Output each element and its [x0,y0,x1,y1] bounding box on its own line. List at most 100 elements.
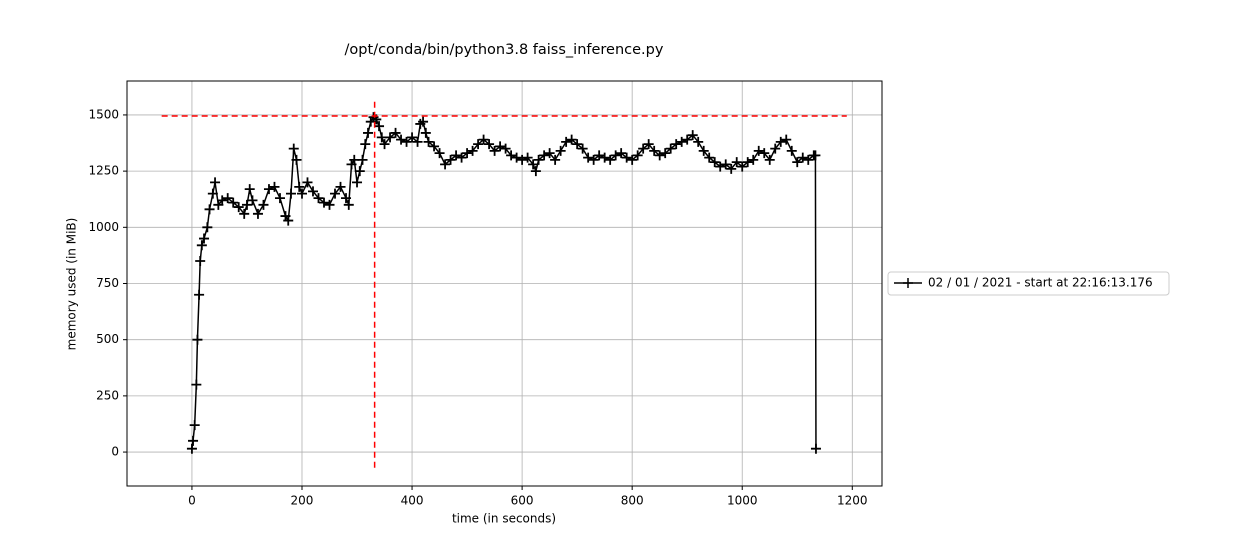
data-marker [726,163,737,174]
x-tick-label: 1200 [837,494,868,508]
data-marker [627,154,638,165]
data-marker [283,215,294,226]
data-marker [407,132,418,143]
y-tick-label: 1250 [88,164,119,178]
data-marker [583,152,594,163]
data-marker [313,193,324,204]
data-marker [186,443,197,454]
data-marker [390,127,401,138]
data-marker [478,134,489,145]
data-marker [202,222,213,233]
data-marker [803,154,814,165]
data-marker [781,134,792,145]
data-marker [687,130,698,141]
x-tick-label: 0 [188,494,196,508]
data-marker [420,127,431,138]
data-marker [715,161,726,172]
data-marker [194,289,205,300]
data-marker [188,435,199,446]
data-marker [638,143,649,154]
data-marker [572,139,583,150]
data-marker [189,420,200,431]
data-marker [192,334,203,345]
data-marker [676,136,687,147]
data-marker [252,208,263,219]
data-marker [643,139,654,150]
data-marker [274,193,285,204]
legend-label: 02 / 01 / 2021 - start at 22:16:13.176 [928,276,1153,290]
data-marker [605,154,616,165]
y-tick-label: 750 [96,276,119,290]
data-marker [191,379,202,390]
data-marker [528,159,539,170]
data-marker [357,154,368,165]
data-marker [451,150,462,161]
data-marker [682,134,693,145]
data-marker [341,193,352,204]
data-marker [233,202,244,213]
data-marker [495,141,506,152]
data-marker [566,134,577,145]
data-marker [561,136,572,147]
data-marker [423,136,434,147]
data-marker [665,143,676,154]
y-tick-label: 1500 [88,107,119,121]
data-marker [599,152,610,163]
data-marker [288,143,299,154]
x-tick-label: 600 [511,494,534,508]
x-tick-label: 800 [621,494,644,508]
data-marker [764,154,775,165]
data-marker [385,132,396,143]
data-marker [285,188,296,199]
data-marker [307,186,318,197]
data-marker [343,199,354,210]
data-marker [698,145,709,156]
chart-title: /opt/conda/bin/python3.8 faiss_inference… [345,42,664,58]
data-marker [440,159,451,170]
data-marker [517,154,528,165]
data-marker [330,188,341,199]
data-marker [239,208,250,219]
data-marker [199,233,210,244]
data-marker [577,143,588,154]
data-marker [610,150,621,161]
data-marker [207,188,218,199]
y-axis-label: memory used (in MiB) [65,218,79,351]
data-marker [530,166,541,177]
data-marker [731,157,742,168]
data-marker [396,134,407,145]
data-marker [511,152,522,163]
data-marker [418,116,429,127]
data-marker [360,139,371,150]
data-marker [204,204,215,215]
data-marker [693,136,704,147]
data-marker [792,157,803,168]
data-marker [522,152,533,163]
data-marker [210,177,221,188]
data-marker [786,145,797,156]
data-marker [654,150,665,161]
legend-box [887,271,1170,296]
data-marker [506,150,517,161]
data-marker [379,139,390,150]
data-marker [632,150,643,161]
data-marker [770,143,781,154]
data-marker [550,154,561,165]
data-marker [196,240,207,251]
data-marker [616,148,627,159]
data-marker [473,139,484,150]
data-marker [294,181,305,192]
data-marker [810,150,821,161]
data-marker [363,127,374,138]
data-marker [319,197,330,208]
data-marker [217,195,228,206]
data-marker [335,181,346,192]
data-marker [222,193,233,204]
data-marker [737,161,748,172]
data-marker [244,184,255,195]
data-marker [258,199,269,210]
data-marker [247,195,258,206]
data-marker [434,148,445,159]
data-marker [704,152,715,163]
